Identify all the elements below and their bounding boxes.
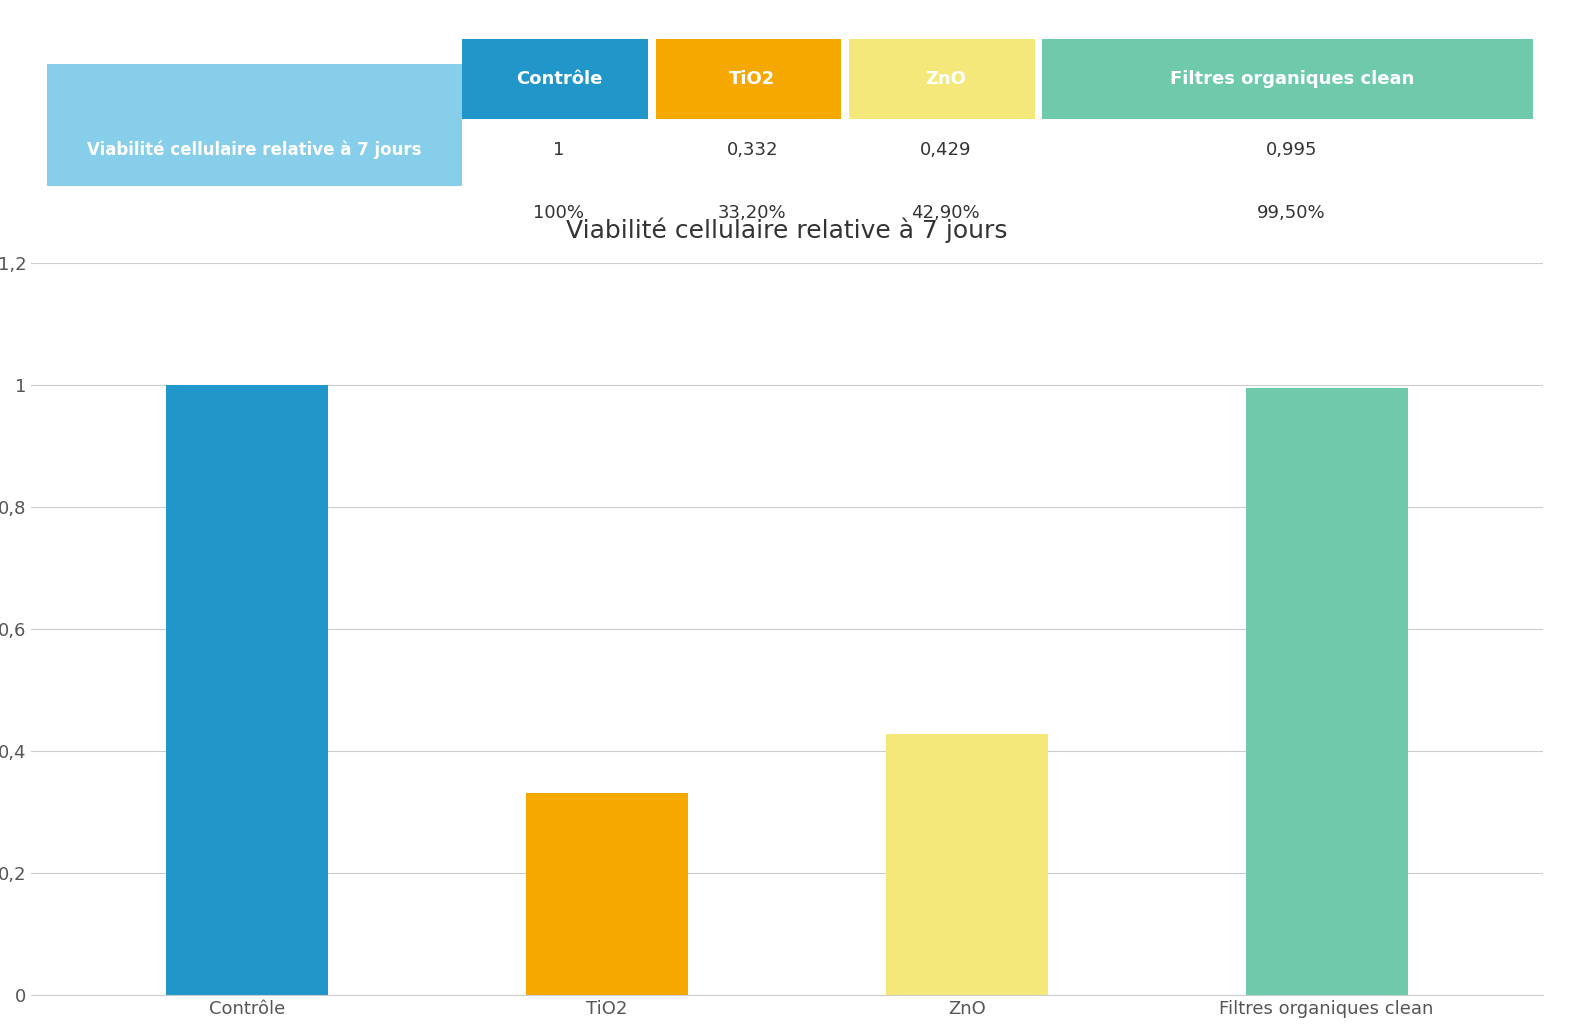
Text: ZnO: ZnO bbox=[926, 70, 966, 88]
FancyBboxPatch shape bbox=[1042, 39, 1533, 119]
Text: Contrôle: Contrôle bbox=[516, 70, 601, 88]
Text: Viabilité cellulaire relative à 7 jours: Viabilité cellulaire relative à 7 jours bbox=[87, 141, 422, 159]
Text: 99,50%: 99,50% bbox=[1258, 204, 1325, 222]
Text: TiO2: TiO2 bbox=[729, 70, 776, 88]
Bar bbox=[167, 386, 329, 995]
Text: 33,20%: 33,20% bbox=[718, 204, 787, 222]
Text: Viabilité cellulaire en % du contrôle: Viabilité cellulaire en % du contrôle bbox=[88, 204, 422, 222]
Text: 0,332: 0,332 bbox=[727, 141, 778, 159]
Text: 100%: 100% bbox=[534, 204, 584, 222]
Bar bbox=[886, 734, 1048, 995]
Text: 0,429: 0,429 bbox=[919, 141, 971, 159]
Bar bbox=[1245, 389, 1407, 995]
FancyBboxPatch shape bbox=[655, 39, 842, 119]
Text: 1: 1 bbox=[552, 141, 565, 159]
Bar bbox=[526, 793, 688, 995]
Text: 42,90%: 42,90% bbox=[911, 204, 981, 222]
FancyBboxPatch shape bbox=[463, 39, 648, 119]
FancyBboxPatch shape bbox=[848, 39, 1034, 119]
Title: Viabilité cellulaire relative à 7 jours: Viabilité cellulaire relative à 7 jours bbox=[567, 218, 1007, 243]
Text: Filtres organiques clean: Filtres organiques clean bbox=[1169, 70, 1413, 88]
Text: 0,995: 0,995 bbox=[1265, 141, 1317, 159]
FancyBboxPatch shape bbox=[47, 65, 463, 186]
